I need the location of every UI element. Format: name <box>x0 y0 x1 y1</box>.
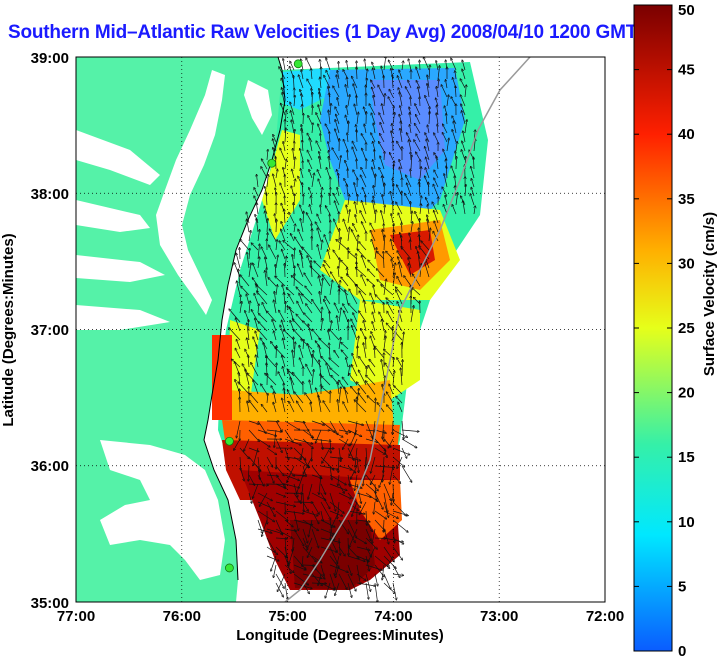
colorbar-tick-label: 15 <box>678 449 695 466</box>
y-tick-label: 36:00 <box>31 458 69 475</box>
radar-station-marker <box>293 59 303 69</box>
x-tick-label: 72:00 <box>586 608 624 625</box>
colorbar-tick-label: 20 <box>678 385 695 402</box>
radar-station-marker <box>225 563 234 573</box>
y-tick-label: 35:00 <box>31 595 69 612</box>
y-tick-label: 39:00 <box>31 50 69 67</box>
shelf-edge <box>284 57 531 602</box>
x-axis-label: Longitude (Degrees:Minutes) <box>236 627 444 644</box>
x-tick-label: 76:00 <box>163 608 201 625</box>
colorbar-tick-label: 30 <box>678 255 695 272</box>
map-title: Southern Mid–Atlantic Raw Velocities (1 … <box>8 22 638 43</box>
x-tick-label: 75:00 <box>268 608 306 625</box>
y-tick-label: 37:00 <box>31 322 69 339</box>
colorbar-tick-label: 25 <box>678 320 695 337</box>
bay-water <box>156 70 225 315</box>
colorbar-tick-label: 5 <box>678 578 686 595</box>
colorbar-scale <box>633 4 673 652</box>
radar-stations <box>225 59 303 573</box>
y-axis-label: Latitude (Degrees:Minutes) <box>0 233 17 426</box>
x-tick-label: 74:00 <box>374 608 412 625</box>
x-tick-label: 77:00 <box>57 608 95 625</box>
colorbar-tick-label: 45 <box>678 62 695 79</box>
colorbar-tick-label: 50 <box>678 2 695 19</box>
colorbar-tick-label: 35 <box>678 191 695 208</box>
y-axis: 39:00 38:00 37:00 36:00 35:00 Latitude (… <box>0 50 69 612</box>
y-tick-label: 38:00 <box>31 186 69 203</box>
colorbar-tick-label: 10 <box>678 514 695 531</box>
grid-lines <box>76 57 605 602</box>
colorbar-tick-label: 0 <box>678 643 686 659</box>
sound-water <box>100 440 225 580</box>
radar-station-marker <box>267 158 277 168</box>
coastline <box>203 57 286 581</box>
x-axis: 77:00 76:00 75:00 74:00 73:00 72:00 Long… <box>57 608 624 644</box>
x-tick-label: 73:00 <box>480 608 518 625</box>
colorbar-label: Surface Velocity (cm/s) <box>701 212 718 376</box>
radar-station-marker <box>225 436 234 446</box>
colorbar-tick-label: 40 <box>678 126 695 143</box>
